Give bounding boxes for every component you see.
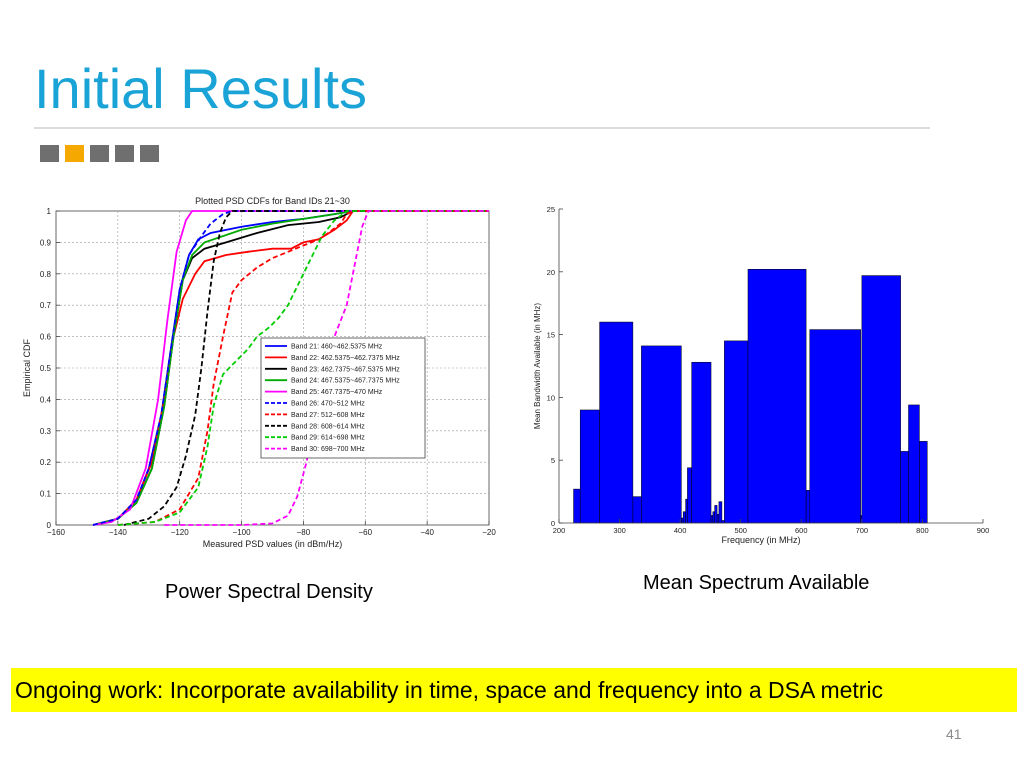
ongoing-work-banner: Ongoing work: Incorporate availability i… [11,668,1017,712]
bar [685,498,688,524]
legend-label: Band 22: 462.5375~462.7375 MHz [291,355,400,362]
x-tick-label: −80 [297,528,311,537]
legend-label: Band 27: 512~608 MHz [291,412,365,419]
x-axis-label: Measured PSD values (in dBm/Hz) [203,539,343,549]
legend-label: Band 26: 470~512 MHz [291,401,365,408]
decor-square [40,145,59,162]
bar [599,321,634,524]
slide-title: Initial Results [34,57,368,120]
y-tick-label: 1 [47,207,52,216]
bar [710,515,714,524]
x-tick-label: −100 [233,528,252,537]
x-tick-label: 500 [734,526,747,535]
psd-cdf-chart: −160 −140 −120 −100 −80 −60 −40 −20 0 0.1 0.2 0.3 0.… [22,196,496,549]
bar [632,496,642,524]
y-tick-label: 10 [547,393,555,402]
y-tick-label: 0.5 [40,364,52,373]
bar [579,409,600,524]
x-tick-label: 200 [553,526,566,535]
y-tick-label: 0.6 [40,333,52,342]
y-tick-label: 20 [547,268,555,277]
y-tick-label: 0 [551,519,555,528]
y-tick-label: 0.7 [40,301,52,310]
bar [724,340,749,524]
bar [687,467,692,524]
series-line [92,210,489,526]
bar [573,488,581,524]
decor-square [115,145,134,162]
x-tick-label: −120 [171,528,190,537]
mean-spectrum-chart: 200 300 400 500 600 700 800 900 0 5 10 15 20 25 Freque… [533,205,990,545]
y-axis-label: Empirical CDF [22,339,32,398]
y-tick-label: 0 [47,521,52,530]
bar [682,511,686,524]
series-line [92,210,489,526]
decor-square-accent [65,145,84,162]
chart-title: Plotted PSD CDFs for Band IDs 21~30 [195,196,350,206]
bar [900,451,909,524]
bar [809,329,861,524]
series-line [117,210,489,526]
x-tick-label: −20 [482,528,496,537]
y-axis-label: Mean Bandwidth Available (in MHz) [533,303,542,429]
decor-square [140,145,159,162]
page-number: 41 [946,726,962,742]
y-tick-label: 5 [551,456,555,465]
caption-power-spectral-density: Power Spectral Density [165,581,373,603]
decorative-squares [40,145,159,162]
legend-box [260,337,426,459]
x-tick-label: −40 [420,528,434,537]
x-tick-label: −160 [47,528,66,537]
bar [716,513,720,524]
series-line [92,210,489,526]
x-tick-label: −60 [358,528,372,537]
bar [805,490,811,524]
bar [681,517,684,524]
decor-square [90,145,109,162]
legend-label: Band 29: 614~698 MHz [291,435,365,442]
bar [747,269,807,524]
x-tick-label: 600 [795,526,808,535]
bar [718,501,723,524]
y-tick-label: 0.2 [40,458,52,467]
x-tick-label: 400 [674,526,687,535]
bar [641,345,682,524]
caption-mean-spectrum-available: Mean Spectrum Available [643,572,870,594]
bar [919,441,928,524]
y-tick-label: 0.9 [40,238,52,247]
y-tick-label: 0.8 [40,270,52,279]
title-divider [34,127,930,129]
y-tick-label: 0.1 [40,490,52,499]
y-tick-label: 0.3 [40,427,52,436]
x-tick-label: −140 [109,528,128,537]
x-tick-label: 800 [916,526,929,535]
legend-label: Band 28: 608~614 MHz [291,423,365,430]
x-tick-label: 300 [613,526,626,535]
bar [714,505,718,524]
bar [908,404,920,524]
y-tick-label: 15 [547,331,555,340]
bar [712,511,715,524]
legend-label: Band 23: 462.7375~467.5375 MHz [291,366,400,373]
legend-label: Band 25: 467.7375~470 MHz [291,389,383,396]
bar [691,361,712,524]
legend-label: Band 30: 698~700 MHz [291,446,365,453]
series-line [92,210,489,526]
x-tick-label: 700 [856,526,869,535]
y-tick-label: 0.4 [40,395,52,404]
series-line [164,210,489,526]
bar [861,275,901,524]
legend-label: Band 24: 467.5375~467.7375 MHz [291,378,400,385]
y-tick-label: 25 [547,205,555,214]
legend-label: Band 21: 460~462.5375 MHz [291,344,383,351]
x-axis-label: Frequency (in MHz) [721,535,800,545]
x-tick-label: 900 [977,526,990,535]
